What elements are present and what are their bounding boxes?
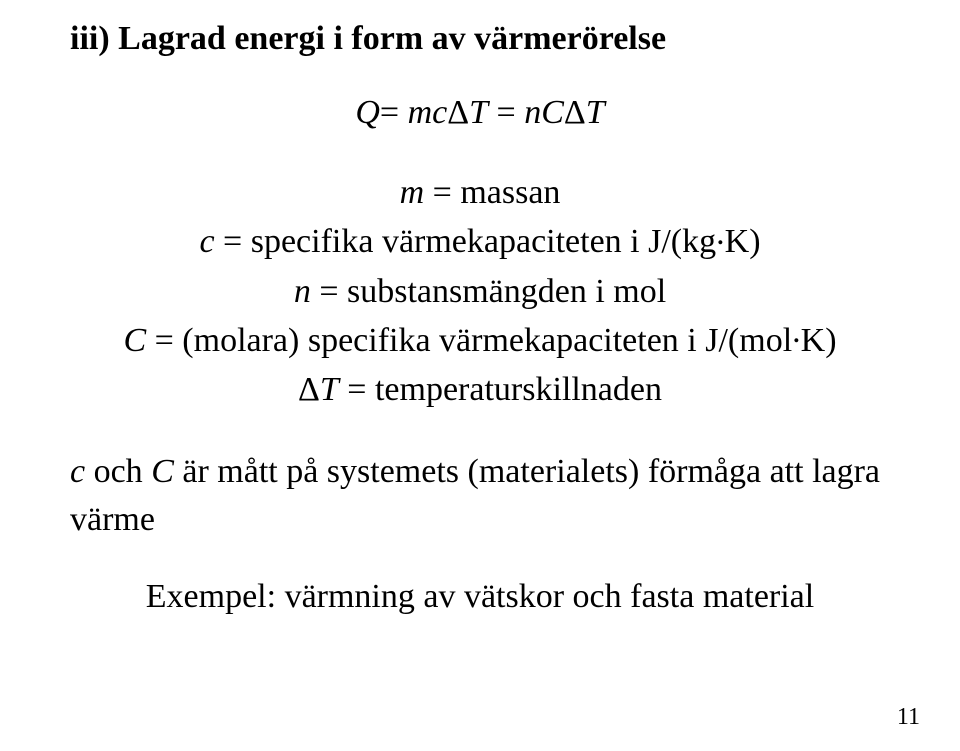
- def-text-dT: = temperaturskillnaden: [339, 371, 662, 408]
- explanatory-sentence: c och C är mått på systemets (materialet…: [70, 448, 890, 543]
- def-text-m: = massan: [424, 174, 560, 211]
- def-var-m: m: [400, 174, 425, 211]
- page-number: 11: [897, 704, 920, 731]
- def-text-n: = substansmängden i mol: [311, 273, 666, 310]
- eq-n: n: [524, 94, 541, 131]
- document-page: iii) Lagrad energi i form av värmerörels…: [0, 0, 960, 751]
- eq-T1: T: [469, 94, 488, 131]
- sentence-t2: är mått på systemets (materialets) förmå…: [70, 453, 880, 538]
- def-line-n: n = substansmängden i mol: [70, 267, 890, 316]
- eq-C: C: [541, 94, 564, 131]
- def-text-C-a: = (molara) specifika värmekapaciteten i …: [146, 322, 792, 359]
- eq-delta1: Δ: [447, 94, 469, 131]
- def-var-n: n: [294, 273, 311, 310]
- example-line: Exempel: värmning av vätskor och fasta m…: [70, 578, 890, 616]
- def-line-c: c = specifika värmekapaciteten i J/(kg.K…: [70, 217, 890, 266]
- def-var-c: c: [199, 223, 214, 260]
- sentence-t1: och: [85, 453, 151, 490]
- section-heading: iii) Lagrad energi i form av värmerörels…: [70, 20, 890, 58]
- def-dot-c: .: [716, 215, 725, 252]
- eq-eq2: =: [488, 94, 524, 131]
- definitions-block: m = massan c = specifika värmekapacitete…: [70, 168, 890, 414]
- eq-Q: Q: [355, 94, 380, 131]
- eq-T2: T: [586, 94, 605, 131]
- eq-eq1: =: [380, 94, 399, 131]
- def-text-c-a: = specifika värmekapaciteten i J/(kg: [215, 223, 717, 260]
- def-delta: Δ: [298, 371, 320, 408]
- def-line-m: m = massan: [70, 168, 890, 217]
- sentence-var-C: C: [151, 453, 174, 490]
- def-line-C: C = (molara) specifika värmekapaciteten …: [70, 316, 890, 365]
- def-dot-C: .: [792, 313, 801, 350]
- def-var-T: T: [320, 371, 339, 408]
- def-line-dT: ΔT = temperaturskillnaden: [70, 365, 890, 414]
- equation: Q= mcΔT = nCΔT: [70, 94, 890, 132]
- def-text-c-b: K): [725, 223, 761, 260]
- def-var-C: C: [123, 322, 146, 359]
- eq-delta2: Δ: [564, 94, 586, 131]
- def-text-C-b: K): [801, 322, 837, 359]
- sentence-var-c: c: [70, 453, 85, 490]
- eq-c: c: [432, 94, 447, 131]
- eq-m: m: [408, 94, 433, 131]
